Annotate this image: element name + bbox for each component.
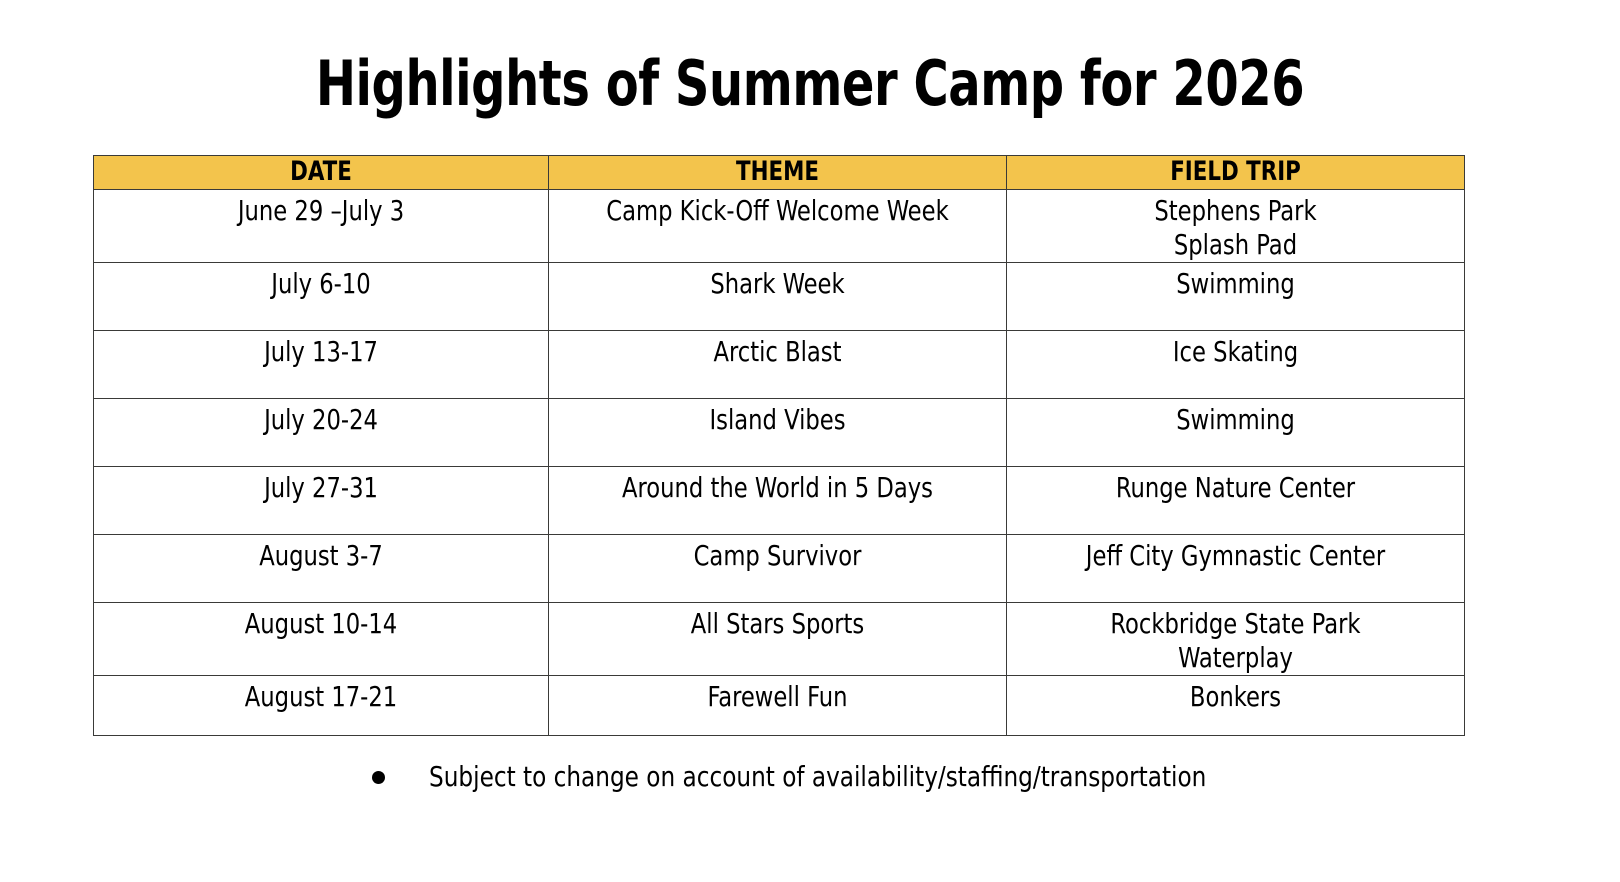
cell-theme: Camp Survivor [548,534,1007,603]
cell-date-text: June 29 –July 3 [237,194,405,227]
cell-date: July 20-24 [93,398,549,467]
table-row: August 17-21 Farewell Fun Bonkers [93,675,1465,736]
cell-field-trip: Bonkers [1006,675,1465,736]
cell-theme: Farewell Fun [548,675,1007,736]
cell-field-trip: Ice Skating [1006,330,1465,399]
table-row: July 6-10 Shark Week Swimming [93,262,1465,331]
cell-theme-text: Shark Week [710,267,845,300]
cell-theme-text: Around the World in 5 Days [622,471,933,504]
cell-date-text: July 13-17 [264,335,378,368]
cell-date: July 6-10 [93,262,549,331]
summer-camp-schedule-table: DATE THEME FIELD TRIP June 29 –July 3 Ca… [93,155,1465,736]
column-header-theme-label: THEME [736,156,819,187]
cell-theme-text: Camp Kick-Off Welcome Week [606,194,949,227]
cell-theme-text: Farewell Fun [707,680,848,713]
cell-date-text: July 6-10 [271,267,371,300]
cell-field-trip: Jeff City Gymnastic Center [1006,534,1465,603]
column-header-date: DATE [93,155,549,190]
table-body: June 29 –July 3 Camp Kick-Off Welcome We… [93,189,1465,736]
cell-field-trip: Stephens Park Splash Pad [1006,189,1465,263]
cell-field-trip-text: Swimming [1176,403,1295,436]
cell-date: June 29 –July 3 [93,189,549,263]
cell-theme: Arctic Blast [548,330,1007,399]
cell-theme: Island Vibes [548,398,1007,467]
cell-theme-text: All Stars Sports [690,607,865,640]
cell-date-text: August 3-7 [259,539,383,572]
column-header-date-label: DATE [290,156,352,187]
table-row: July 13-17 Arctic Blast Ice Skating [93,330,1465,399]
footnote-text: Subject to change on account of availabi… [429,760,1207,793]
cell-theme: All Stars Sports [548,602,1007,676]
cell-field-trip-text: Jeff City Gymnastic Center [1085,539,1386,572]
cell-field-trip-text: Ice Skating [1172,335,1299,368]
table-row: July 27-31 Around the World in 5 Days Ru… [93,466,1465,535]
cell-date: August 17-21 [93,675,549,736]
cell-field-trip-text: Rockbridge State Park [1110,607,1361,640]
cell-theme: Shark Week [548,262,1007,331]
cell-field-trip-text-line2: Splash Pad [1173,228,1298,261]
table-row: August 3-7 Camp Survivor Jeff City Gymna… [93,534,1465,603]
table-header: DATE THEME FIELD TRIP [93,155,1465,190]
cell-date-text: August 10-14 [244,607,398,640]
cell-theme: Around the World in 5 Days [548,466,1007,535]
cell-field-trip-text-line2: Waterplay [1178,641,1293,674]
cell-field-trip: Runge Nature Center [1006,466,1465,535]
cell-theme-text: Arctic Blast [713,335,842,368]
cell-field-trip-text: Runge Nature Center [1115,471,1356,504]
bullet-dot-icon [372,771,385,784]
cell-field-trip-text: Bonkers [1189,680,1282,713]
column-header-field-trip-label: FIELD TRIP [1170,156,1301,187]
cell-date: July 27-31 [93,466,549,535]
cell-theme-text: Island Vibes [709,403,846,436]
cell-field-trip-text: Stephens Park [1154,194,1317,227]
cell-field-trip: Swimming [1006,398,1465,467]
cell-theme-text: Camp Survivor [693,539,862,572]
cell-field-trip: Swimming [1006,262,1465,331]
page-title: Highlights of Summer Camp for 2026 [315,47,1305,120]
cell-date: August 3-7 [93,534,549,603]
column-header-field-trip: FIELD TRIP [1006,155,1465,190]
cell-date-text: July 27-31 [264,471,378,504]
footnote-bullet-item: Subject to change on account of availabi… [372,758,1472,796]
cell-date: August 10-14 [93,602,549,676]
cell-field-trip: Rockbridge State Park Waterplay [1006,602,1465,676]
cell-date: July 13-17 [93,330,549,399]
table-row: July 20-24 Island Vibes Swimming [93,398,1465,467]
cell-date-text: August 17-21 [244,680,398,713]
table-row: August 10-14 All Stars Sports Rockbridge… [93,602,1465,676]
cell-field-trip-text: Swimming [1176,267,1295,300]
table-header-row: DATE THEME FIELD TRIP [93,155,1465,190]
table-row: June 29 –July 3 Camp Kick-Off Welcome We… [93,189,1465,263]
cell-date-text: July 20-24 [264,403,378,436]
cell-theme: Camp Kick-Off Welcome Week [548,189,1007,263]
column-header-theme: THEME [548,155,1007,190]
